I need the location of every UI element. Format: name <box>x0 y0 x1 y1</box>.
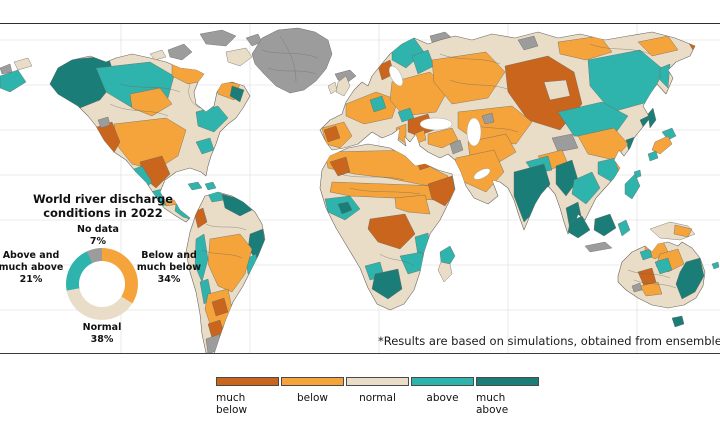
inset-chart-title: World river discharge conditions in 2022 <box>32 192 174 221</box>
continent-australia <box>617 241 720 328</box>
legend-label-above: above <box>426 392 459 404</box>
world-map <box>0 24 720 353</box>
legend-label-much-above: much above <box>476 392 509 416</box>
legend-item-normal: normal <box>346 377 409 416</box>
legend-item-below: below <box>281 377 344 416</box>
donut-label-no-data: No data 7% <box>77 224 119 247</box>
continent-north-america <box>49 29 263 223</box>
legend-item-much-below: much below <box>216 377 279 416</box>
legend-label-below: below <box>296 392 329 404</box>
map-legend: much below below normal above much above <box>216 377 539 416</box>
legend-label-normal: normal <box>359 392 396 404</box>
world-map-frame <box>0 23 720 354</box>
donut-chart <box>66 248 138 320</box>
legend-item-above: above <box>411 377 474 416</box>
donut-label-below: Below and much below 34% <box>136 250 202 285</box>
donut-hole <box>79 261 125 307</box>
donut-label-above: Above and much above 21% <box>0 250 64 285</box>
donut-label-normal: Normal 38% <box>82 322 122 345</box>
legend-item-much-above: much above <box>476 377 539 416</box>
continent-africa <box>319 143 456 311</box>
legend-swatch-above <box>411 377 474 386</box>
legend-swatch-normal <box>346 377 409 386</box>
legend-swatch-much-below <box>216 377 279 386</box>
legend-label-much-below: much below <box>216 392 248 416</box>
legend-swatch-below <box>281 377 344 386</box>
map-footnote: *Results are based on simulations, obtai… <box>378 334 720 348</box>
legend-swatch-much-above <box>476 377 539 386</box>
